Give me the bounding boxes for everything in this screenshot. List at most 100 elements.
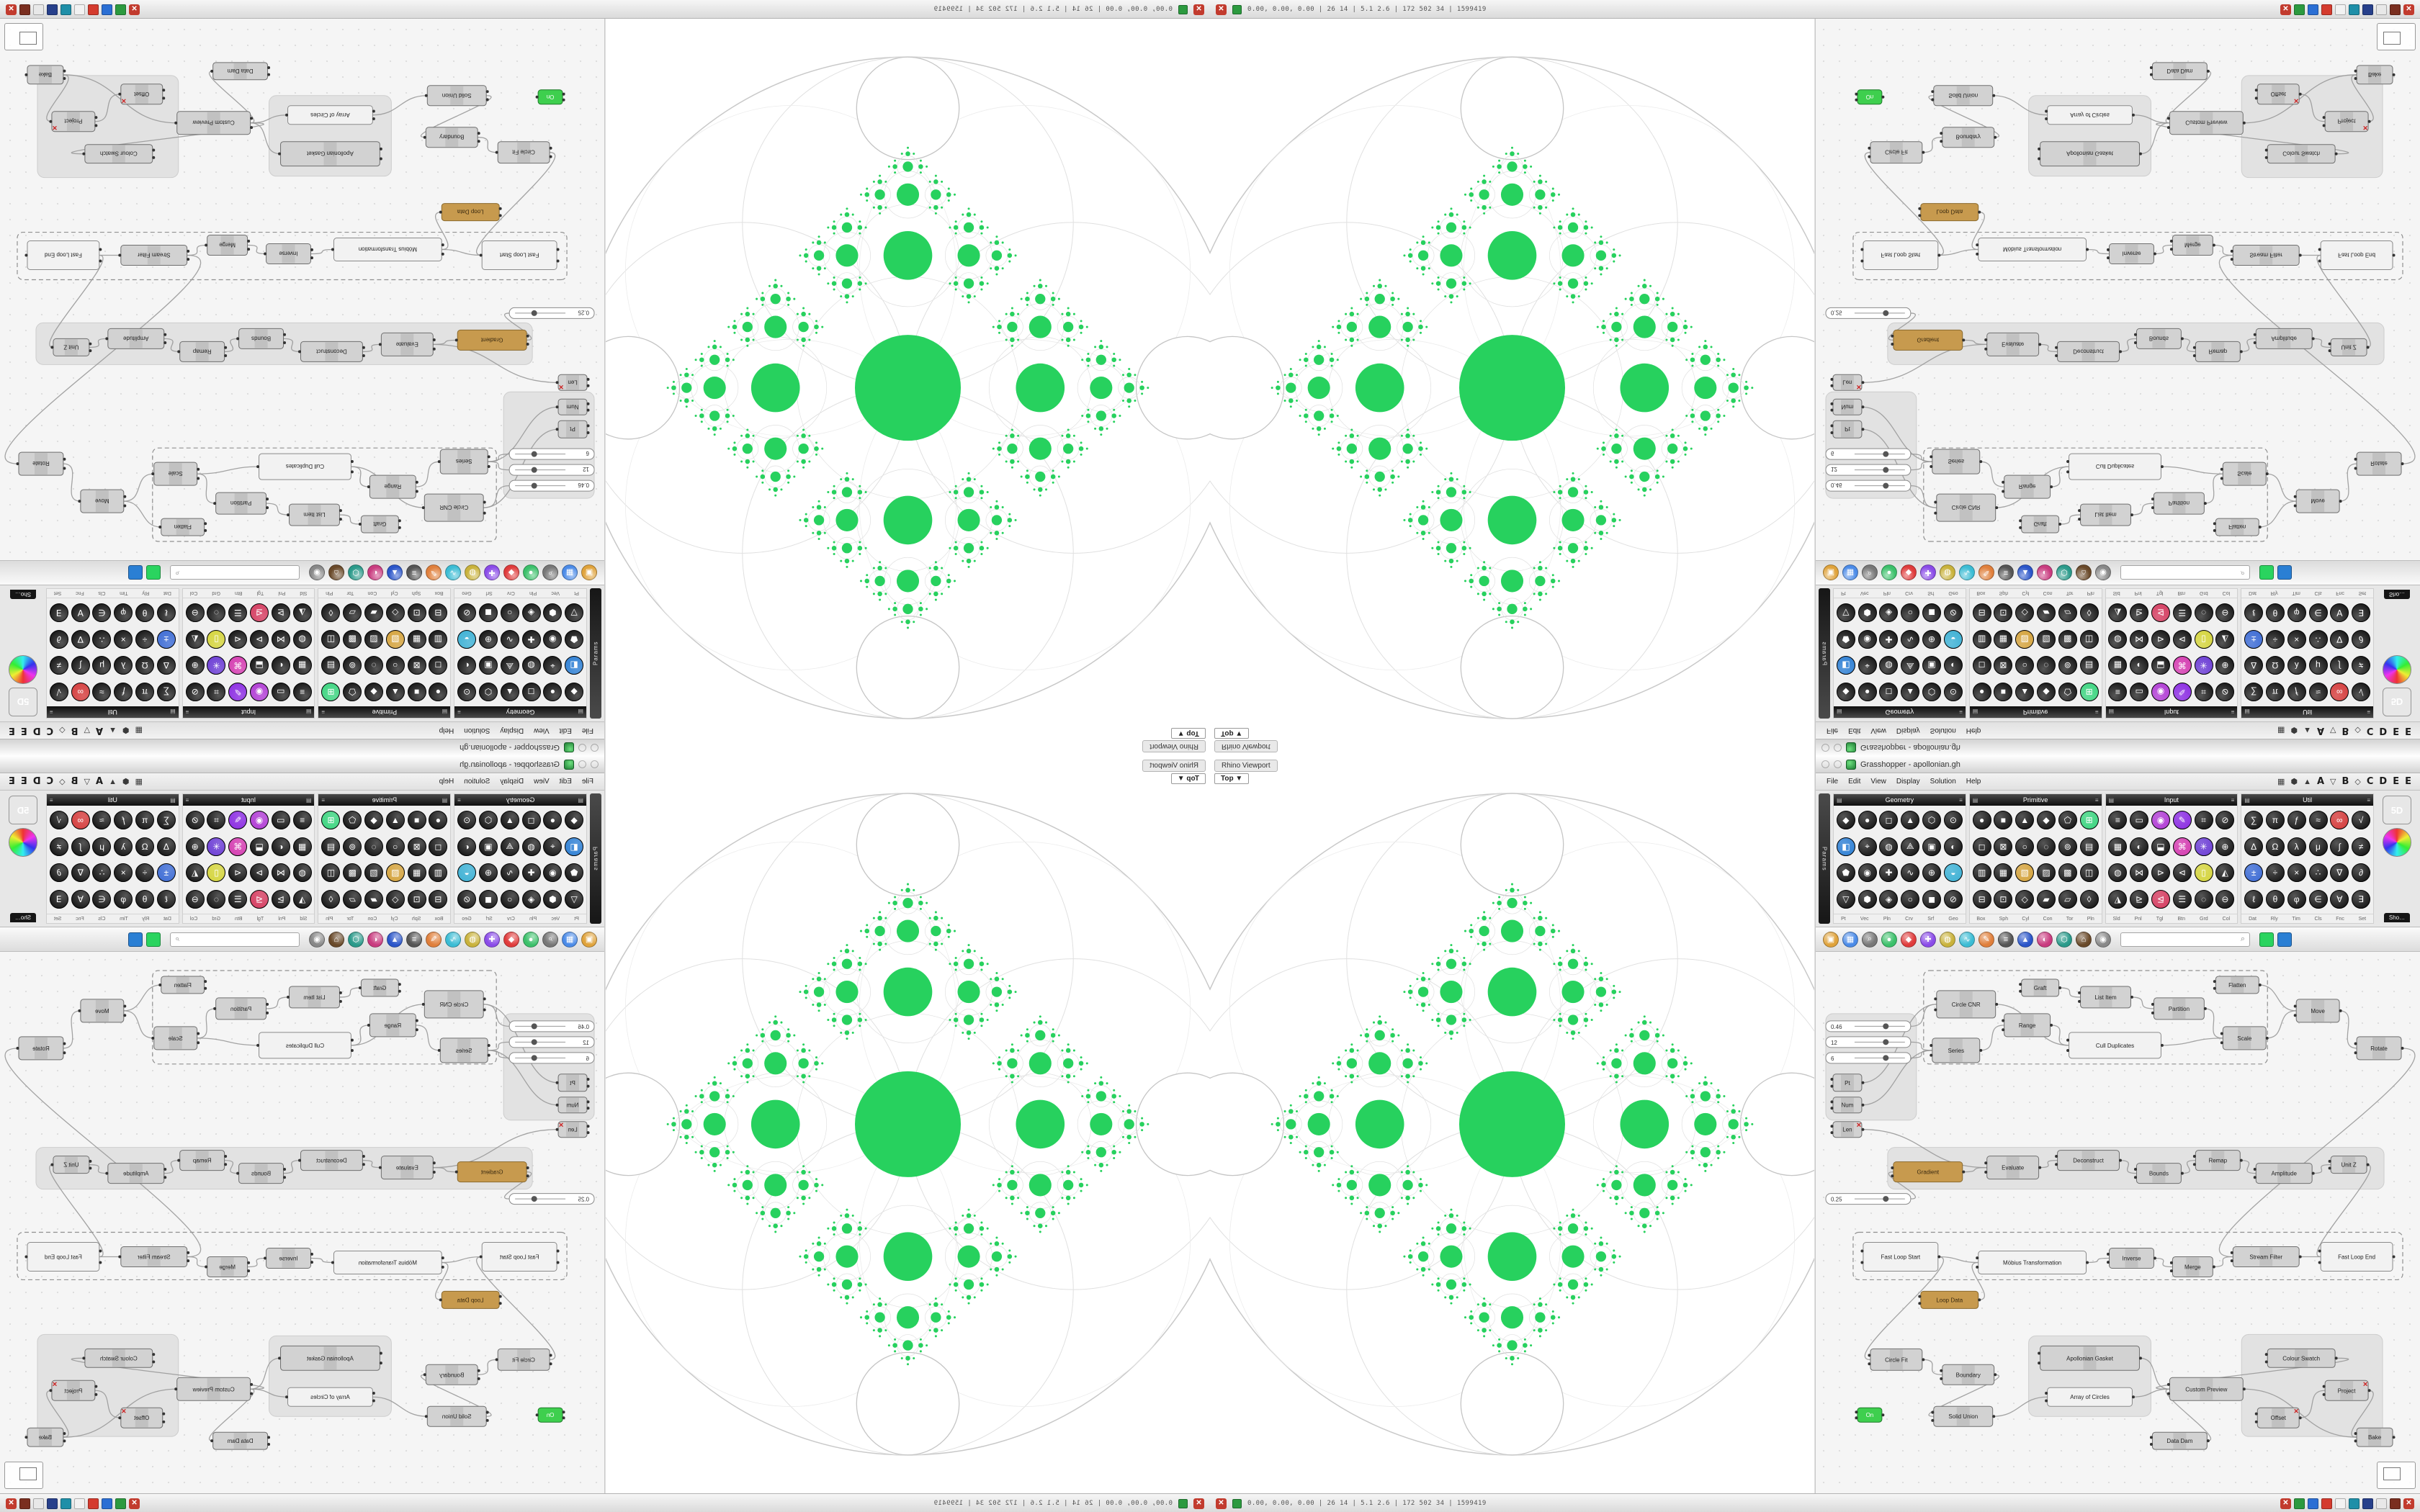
- gh-node[interactable]: Bake: [2354, 1427, 2396, 1447]
- component-icon[interactable]: ⊕: [185, 656, 205, 675]
- component-icon[interactable]: ℓ: [156, 889, 176, 909]
- gh-node[interactable]: Apollonian Gasket: [278, 1345, 382, 1371]
- component-icon[interactable]: ∿: [1901, 629, 1920, 649]
- gh-node[interactable]: Fast Loop Start: [479, 1242, 560, 1272]
- gh-node[interactable]: Series: [1930, 1038, 1983, 1063]
- show-tab[interactable]: Sho…: [2383, 913, 2411, 922]
- component-icon[interactable]: ⊞: [321, 682, 341, 701]
- gh-node[interactable]: Gradient: [1891, 329, 1966, 351]
- tab-shape-icon[interactable]: ▦: [2277, 726, 2285, 734]
- component-icon[interactable]: ⬡: [478, 811, 498, 830]
- grasshopper-titlebar[interactable]: Grasshopper - apollonian.gh: [0, 756, 604, 773]
- close-icon[interactable]: ✕: [129, 4, 140, 15]
- component-icon[interactable]: ⊘: [185, 682, 205, 701]
- plugin-tab-d[interactable]: D: [2379, 776, 2388, 787]
- component-icon[interactable]: π: [135, 811, 155, 830]
- component-icon[interactable]: ⊳: [250, 863, 269, 883]
- toolbar-icon[interactable]: ▣: [581, 564, 597, 581]
- component-icon[interactable]: ⊙: [1943, 811, 1963, 830]
- component-icon[interactable]: ≡: [2108, 682, 2128, 701]
- gh-node[interactable]: Len ✕: [555, 374, 590, 391]
- close-icon[interactable]: ✕: [2403, 4, 2414, 15]
- component-icon[interactable]: ◌: [364, 656, 383, 675]
- gh-node[interactable]: 12: [508, 1036, 595, 1048]
- component-icon[interactable]: ◫: [321, 629, 341, 649]
- component-icon[interactable]: ∴: [92, 629, 112, 649]
- component-icon[interactable]: ⊞: [2079, 682, 2099, 701]
- app-icon[interactable]: [115, 1498, 126, 1509]
- component-icon[interactable]: ◧: [1836, 656, 1855, 675]
- component-icon[interactable]: ▣: [478, 837, 498, 856]
- close-window-icon[interactable]: [1821, 744, 1829, 752]
- close-window-icon[interactable]: [1821, 760, 1829, 768]
- component-icon[interactable]: ⌖: [1857, 656, 1877, 675]
- menu-solution[interactable]: Solution: [464, 726, 490, 734]
- component-icon[interactable]: ▩: [2058, 629, 2077, 649]
- toolbar-icon[interactable]: ⌕: [542, 931, 558, 948]
- component-icon[interactable]: φ: [114, 889, 133, 909]
- gh-node[interactable]: Partition: [2151, 997, 2207, 1020]
- color-wheel-icon[interactable]: [2383, 655, 2411, 684]
- menu-solution[interactable]: Solution: [1930, 778, 1956, 786]
- toolbar-icon[interactable]: ≡: [406, 931, 422, 948]
- component-icon[interactable]: ◍: [1879, 837, 1899, 856]
- toolbar-icon[interactable]: ✎: [426, 931, 442, 948]
- gh-node[interactable]: Bake: [24, 1427, 66, 1447]
- gh-node[interactable]: Array of Circles: [2045, 1387, 2135, 1407]
- component-icon[interactable]: ⊚: [343, 656, 362, 675]
- component-icon[interactable]: ■: [407, 682, 426, 701]
- plugin-tab-d[interactable]: D: [32, 725, 41, 736]
- palette-tile-5d[interactable]: 5D: [2383, 796, 2411, 824]
- component-icon[interactable]: ≠: [2352, 656, 2371, 675]
- component-icon[interactable]: μ: [2308, 656, 2328, 675]
- component-icon[interactable]: π: [2265, 682, 2285, 701]
- component-icon[interactable]: ✳: [207, 656, 226, 675]
- component-icon[interactable]: ⊘: [457, 603, 477, 623]
- toolbar-icon[interactable]: ▣: [1823, 564, 1839, 581]
- gh-node[interactable]: 6: [1825, 1052, 1912, 1064]
- component-icon[interactable]: λ: [2287, 837, 2306, 856]
- component-icon[interactable]: ±: [156, 863, 176, 883]
- gh-node[interactable]: Scale: [2220, 1026, 2269, 1050]
- component-icon[interactable]: ≡: [292, 811, 312, 830]
- component-icon[interactable]: ▥: [429, 629, 448, 649]
- component-icon[interactable]: ⊕: [2215, 837, 2235, 856]
- gh-node[interactable]: Circle CNR: [1934, 493, 1999, 522]
- gh-node[interactable]: Loop Data: [1918, 1290, 1981, 1309]
- app-icon[interactable]: [2308, 4, 2318, 15]
- component-icon[interactable]: ∈: [92, 889, 112, 909]
- component-icon[interactable]: ⬢: [1857, 889, 1877, 909]
- gh-node[interactable]: Range: [367, 1013, 418, 1038]
- component-icon[interactable]: ∫: [2330, 656, 2349, 675]
- app-icon[interactable]: [102, 1498, 112, 1509]
- component-icon[interactable]: ⊞: [321, 811, 341, 830]
- component-icon[interactable]: ◊: [2079, 603, 2099, 623]
- component-icon[interactable]: ▩: [2058, 863, 2077, 883]
- plugin-tab-c[interactable]: C: [46, 776, 54, 787]
- hamburger-icon[interactable]: ≡: [1959, 708, 1963, 716]
- component-icon[interactable]: ≠: [49, 837, 68, 856]
- hamburger-icon[interactable]: ≡: [2367, 708, 2370, 716]
- component-icon[interactable]: ✳: [2194, 656, 2213, 675]
- gh-node[interactable]: Gradient: [454, 1161, 529, 1183]
- component-icon[interactable]: ≈: [2308, 811, 2328, 830]
- gh-node[interactable]: 12: [1825, 464, 1912, 476]
- gh-node[interactable]: Partition: [213, 997, 269, 1020]
- component-icon[interactable]: ⊵: [2130, 603, 2149, 623]
- toolbar-icon[interactable]: ▲: [2017, 931, 2033, 948]
- component-icon[interactable]: ≡: [292, 682, 312, 701]
- gh-node[interactable]: Deconstruct: [298, 1150, 365, 1171]
- app-icon[interactable]: [2321, 4, 2332, 15]
- component-icon[interactable]: ⊕: [2215, 656, 2235, 675]
- component-icon[interactable]: ×: [2287, 863, 2306, 883]
- app-icon[interactable]: [33, 1498, 44, 1509]
- component-icon[interactable]: ◉: [2151, 811, 2170, 830]
- component-icon[interactable]: ƒ: [114, 682, 133, 701]
- component-icon[interactable]: ◇: [385, 889, 405, 909]
- gh-node[interactable]: Remap: [2192, 341, 2243, 362]
- toolbar-icon[interactable]: ◐: [2037, 931, 2053, 948]
- gh-node[interactable]: Custom Preview: [174, 1377, 254, 1401]
- close-icon[interactable]: ✕: [1193, 1498, 1204, 1509]
- view-toggle-icon[interactable]: [2259, 932, 2274, 947]
- component-icon[interactable]: ▤: [321, 656, 341, 675]
